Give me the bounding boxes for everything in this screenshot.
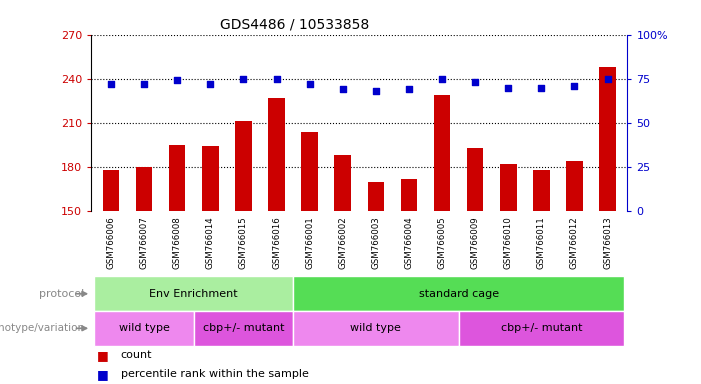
Text: ■: ■: [97, 349, 108, 362]
Text: GSM766011: GSM766011: [537, 217, 546, 269]
Point: [238, 76, 249, 82]
Point: [503, 84, 514, 91]
Text: GSM766013: GSM766013: [603, 217, 612, 269]
Bar: [301, 132, 318, 211]
Point: [602, 76, 613, 82]
Point: [437, 76, 448, 82]
Text: GSM766016: GSM766016: [272, 217, 281, 269]
Text: GSM766014: GSM766014: [206, 217, 215, 269]
Bar: [268, 98, 285, 211]
Point: [139, 81, 150, 87]
Bar: [566, 161, 583, 211]
Text: GSM766005: GSM766005: [437, 217, 447, 269]
Text: ■: ■: [97, 368, 108, 381]
Text: percentile rank within the sample: percentile rank within the sample: [121, 369, 308, 379]
Bar: [599, 67, 615, 211]
Text: GSM766006: GSM766006: [107, 217, 116, 269]
Bar: [235, 121, 252, 211]
Bar: [434, 95, 450, 211]
Bar: [103, 170, 119, 211]
Bar: [95, 311, 193, 346]
Text: GSM766015: GSM766015: [239, 217, 248, 269]
Point: [271, 76, 282, 82]
Text: GSM766008: GSM766008: [172, 217, 182, 269]
Bar: [533, 170, 550, 211]
Text: GSM766002: GSM766002: [338, 217, 347, 269]
Text: GSM766009: GSM766009: [470, 217, 479, 269]
Text: GSM766003: GSM766003: [372, 217, 381, 269]
Text: GSM766010: GSM766010: [504, 217, 512, 269]
Point: [304, 81, 315, 87]
Point: [569, 83, 580, 89]
Point: [470, 79, 481, 85]
Text: GSM766007: GSM766007: [139, 217, 149, 269]
Text: GSM766012: GSM766012: [570, 217, 579, 269]
Point: [172, 78, 183, 84]
Point: [370, 88, 381, 94]
Text: protocol: protocol: [39, 289, 84, 299]
Bar: [293, 311, 458, 346]
Text: GSM766004: GSM766004: [404, 217, 414, 269]
Bar: [467, 148, 484, 211]
Text: Env Enrichment: Env Enrichment: [149, 289, 238, 299]
Point: [403, 86, 414, 93]
Point: [337, 86, 348, 93]
Point: [105, 81, 116, 87]
Bar: [202, 146, 219, 211]
Bar: [95, 276, 293, 311]
Bar: [500, 164, 517, 211]
Text: GDS4486 / 10533858: GDS4486 / 10533858: [220, 17, 369, 31]
Bar: [169, 145, 186, 211]
Bar: [458, 311, 624, 346]
Bar: [401, 179, 417, 211]
Bar: [293, 276, 624, 311]
Bar: [334, 155, 351, 211]
Text: genotype/variation: genotype/variation: [0, 323, 84, 333]
Text: GSM766001: GSM766001: [305, 217, 314, 269]
Point: [536, 84, 547, 91]
Text: cbp+/- mutant: cbp+/- mutant: [203, 323, 284, 333]
Text: standard cage: standard cage: [418, 289, 498, 299]
Text: wild type: wild type: [118, 323, 170, 333]
Bar: [136, 167, 152, 211]
Point: [205, 81, 216, 87]
Text: cbp+/- mutant: cbp+/- mutant: [501, 323, 582, 333]
Text: wild type: wild type: [350, 323, 401, 333]
Text: count: count: [121, 350, 152, 360]
Bar: [193, 311, 293, 346]
Bar: [367, 182, 384, 211]
